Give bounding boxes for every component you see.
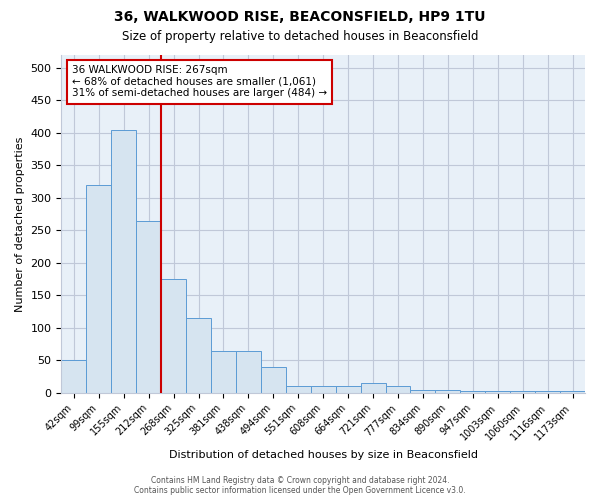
Text: 36 WALKWOOD RISE: 267sqm
← 68% of detached houses are smaller (1,061)
31% of sem: 36 WALKWOOD RISE: 267sqm ← 68% of detach… [72,65,327,98]
Text: Size of property relative to detached houses in Beaconsfield: Size of property relative to detached ho… [122,30,478,43]
Bar [261,367,286,393]
Bar [211,350,236,393]
Bar [286,386,311,393]
Bar [361,383,386,393]
Y-axis label: Number of detached properties: Number of detached properties [15,136,25,312]
Bar [86,185,111,393]
Bar [410,390,436,393]
Bar [61,360,86,393]
Bar [136,220,161,393]
Bar [436,390,460,393]
Bar [311,386,335,393]
Bar [335,386,361,393]
Bar [510,391,535,393]
Bar [560,391,585,393]
Bar [111,130,136,393]
X-axis label: Distribution of detached houses by size in Beaconsfield: Distribution of detached houses by size … [169,450,478,460]
Bar [535,391,560,393]
Text: 36, WALKWOOD RISE, BEACONSFIELD, HP9 1TU: 36, WALKWOOD RISE, BEACONSFIELD, HP9 1TU [114,10,486,24]
Bar [186,318,211,393]
Text: Contains HM Land Registry data © Crown copyright and database right 2024.
Contai: Contains HM Land Registry data © Crown c… [134,476,466,495]
Bar [485,391,510,393]
Bar [460,391,485,393]
Bar [236,350,261,393]
Bar [386,386,410,393]
Bar [161,279,186,393]
